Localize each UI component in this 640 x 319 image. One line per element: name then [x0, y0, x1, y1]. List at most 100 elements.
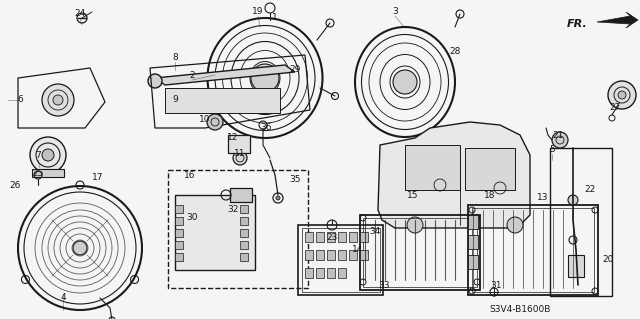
Text: 20: 20	[602, 256, 614, 264]
Bar	[240, 253, 248, 261]
Bar	[316, 232, 324, 242]
Circle shape	[552, 132, 568, 148]
Bar	[240, 205, 248, 213]
Text: 5: 5	[549, 145, 555, 154]
Text: 19: 19	[252, 8, 264, 17]
Text: S3V4-B1600B: S3V4-B1600B	[490, 306, 550, 315]
Circle shape	[207, 114, 223, 130]
Bar	[468, 205, 598, 295]
Bar	[338, 268, 346, 278]
Text: 11: 11	[234, 149, 246, 158]
Bar	[338, 250, 346, 260]
Bar	[240, 241, 248, 249]
Bar	[550, 148, 612, 296]
Bar	[327, 250, 335, 260]
Circle shape	[407, 217, 423, 233]
Circle shape	[568, 195, 578, 205]
Bar	[349, 250, 357, 260]
Text: 15: 15	[407, 190, 419, 199]
Bar	[175, 253, 183, 261]
Text: 29: 29	[289, 65, 301, 75]
Circle shape	[393, 70, 417, 94]
Text: 33: 33	[378, 281, 390, 291]
Bar	[240, 229, 248, 237]
Bar	[305, 268, 313, 278]
Circle shape	[608, 81, 636, 109]
Ellipse shape	[148, 74, 162, 88]
Text: 16: 16	[184, 170, 196, 180]
Circle shape	[251, 64, 279, 92]
Bar	[360, 232, 368, 242]
Text: 13: 13	[537, 194, 548, 203]
Text: 7: 7	[35, 151, 41, 160]
Bar	[175, 217, 183, 225]
Bar	[568, 255, 584, 277]
Circle shape	[30, 137, 66, 173]
Bar	[230, 188, 252, 202]
Polygon shape	[155, 65, 295, 85]
Bar	[468, 215, 478, 229]
Circle shape	[618, 91, 626, 99]
Text: 3: 3	[392, 8, 398, 17]
Bar	[175, 229, 183, 237]
Bar	[228, 135, 250, 153]
Text: 32: 32	[227, 205, 239, 214]
Text: 36: 36	[260, 123, 272, 132]
Text: 31: 31	[490, 280, 502, 290]
Polygon shape	[378, 122, 530, 228]
Bar	[349, 232, 357, 242]
Text: 26: 26	[10, 181, 20, 189]
Bar	[468, 255, 478, 269]
Text: 14: 14	[352, 246, 364, 255]
Bar	[305, 250, 313, 260]
Bar	[316, 268, 324, 278]
Circle shape	[507, 217, 523, 233]
Text: 18: 18	[484, 190, 496, 199]
Text: 21: 21	[552, 131, 564, 140]
Bar	[327, 232, 335, 242]
Circle shape	[42, 149, 54, 161]
Bar	[32, 169, 64, 177]
Text: 6: 6	[17, 95, 23, 105]
Bar	[175, 205, 183, 213]
Bar	[298, 225, 383, 295]
Text: 9: 9	[172, 95, 178, 105]
Text: 22: 22	[584, 186, 596, 195]
Text: 34: 34	[369, 227, 381, 236]
Bar	[165, 88, 280, 113]
Text: 30: 30	[186, 213, 198, 222]
Text: 2: 2	[189, 71, 195, 80]
Bar	[360, 250, 368, 260]
Circle shape	[73, 241, 87, 255]
Bar	[305, 232, 313, 242]
Text: 28: 28	[449, 48, 461, 56]
Bar	[327, 268, 335, 278]
Circle shape	[276, 196, 280, 200]
Text: 23: 23	[326, 234, 338, 242]
Text: 1: 1	[272, 13, 278, 23]
Bar	[168, 170, 308, 288]
Circle shape	[53, 95, 63, 105]
Bar	[175, 195, 255, 270]
Bar	[363, 218, 477, 287]
Text: 24: 24	[74, 10, 86, 19]
Circle shape	[233, 151, 247, 165]
Bar	[175, 241, 183, 249]
Bar	[360, 215, 480, 290]
Text: 12: 12	[227, 133, 239, 143]
Bar	[316, 250, 324, 260]
Bar	[338, 232, 346, 242]
Bar	[240, 217, 248, 225]
Text: 4: 4	[60, 293, 66, 302]
Polygon shape	[597, 12, 638, 28]
Text: 25: 25	[32, 168, 44, 177]
Text: 17: 17	[92, 174, 104, 182]
Text: 35: 35	[289, 175, 301, 184]
Bar	[405, 145, 460, 190]
Text: 8: 8	[172, 54, 178, 63]
Bar	[468, 235, 478, 249]
Circle shape	[42, 84, 74, 116]
Bar	[465, 148, 515, 190]
Text: 27: 27	[609, 103, 621, 113]
Bar	[472, 208, 594, 292]
